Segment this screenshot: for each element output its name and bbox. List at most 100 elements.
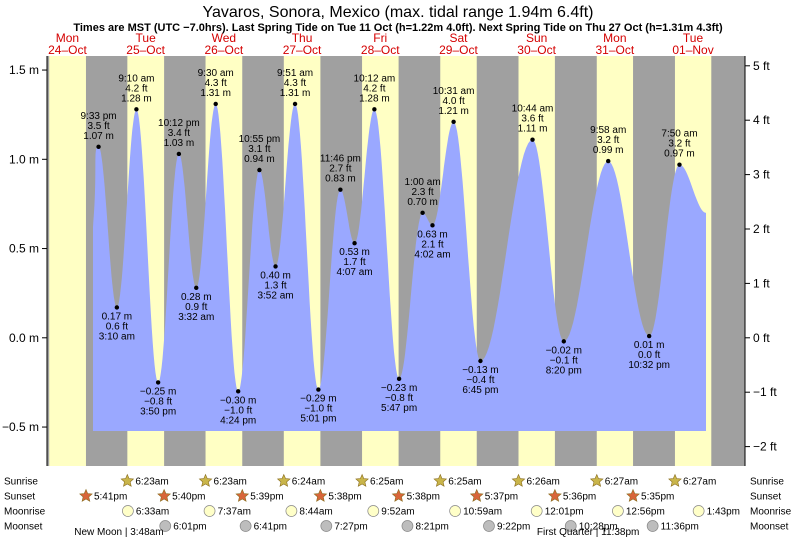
tide-label: 1.3 ft xyxy=(264,280,286,291)
tide-label: −0.23 m xyxy=(381,383,417,394)
tide-label: 0.94 m xyxy=(244,154,275,165)
tide-dot xyxy=(235,389,241,394)
tide-label: 1:00 am xyxy=(405,177,441,188)
moonrise-time: 12:01pm xyxy=(545,507,584,518)
tide-label: 0.99 m xyxy=(593,145,624,156)
tide-label: 0.63 m xyxy=(417,229,448,240)
right-tick-label-7: 5 ft xyxy=(753,59,770,73)
sunset-time: 5:35pm xyxy=(641,492,674,503)
moonset-time: 6:41pm xyxy=(254,522,287,533)
tide-label: 3.5 ft xyxy=(87,121,109,132)
left-tick-label-1: 0.0 m xyxy=(9,331,39,345)
tide-point-low: −0.23 m−0.8 ft5:47 pm xyxy=(381,376,417,414)
tide-point-high: 10:55 pm3.1 ft0.94 m xyxy=(239,134,280,173)
tide-dot xyxy=(530,137,535,142)
astro-row-label-left-0: Sunrise xyxy=(4,477,38,488)
moonset-time: 6:01pm xyxy=(173,522,206,533)
tide-dot xyxy=(257,167,262,173)
sunset-icon xyxy=(469,488,484,502)
sunset-time: 5:36pm xyxy=(563,492,596,503)
tide-dot xyxy=(677,162,682,167)
sunrise-icon xyxy=(120,473,135,487)
tide-label: 2.1 ft xyxy=(421,239,443,250)
tide-label: 0.6 ft xyxy=(106,321,128,332)
sunset-icon xyxy=(79,488,93,502)
tide-dot xyxy=(273,264,278,269)
tide-label: 9:10 am xyxy=(118,73,154,84)
day-name-7: Mon xyxy=(603,31,626,45)
day-date-1: 25–Oct xyxy=(126,43,165,57)
tide-label: 4.2 ft xyxy=(125,83,147,94)
tide-label: 1.31 m xyxy=(280,88,311,99)
sunset-time: 5:38pm xyxy=(407,492,440,503)
sunset-icon xyxy=(626,488,640,502)
tide-dot xyxy=(606,158,611,164)
right-axis-feet: −2 ft −1 ft 0 ft 1 ft 2 ft 3 ft 4 ft 5 ft xyxy=(744,56,777,466)
left-tick-label-2: 0.5 m xyxy=(9,242,39,256)
tide-label: 0.0 ft xyxy=(638,350,660,361)
day-date-2: 26–Oct xyxy=(204,43,243,57)
tide-dot xyxy=(478,358,483,364)
moonrise-icon xyxy=(203,505,216,517)
tide-label: 3.1 ft xyxy=(248,144,270,155)
sunset-time: 5:41pm xyxy=(94,492,127,503)
tide-label: −0.8 ft xyxy=(144,396,172,407)
moonrise-time: 1:43pm xyxy=(707,507,740,518)
day-date-8: 01–Nov xyxy=(672,43,713,57)
day-name-5: Sat xyxy=(449,31,468,45)
tide-label: 9:51 am xyxy=(277,68,313,79)
tide-dot xyxy=(451,119,456,125)
moonrise-icon xyxy=(612,505,624,517)
sunset-icon xyxy=(391,488,406,502)
right-tick-label-0: −2 ft xyxy=(753,440,777,454)
tide-label: 3:10 am xyxy=(99,331,135,342)
sunrise-time: 6:23am xyxy=(135,477,168,488)
moonset-icon xyxy=(401,520,414,532)
chart-title: Yavaros, Sonora, Mexico (max. tidal rang… xyxy=(203,4,594,21)
tide-label: 1.7 ft xyxy=(343,257,365,268)
moonrise-time: 10:59am xyxy=(463,507,502,518)
tide-label: 0.40 m xyxy=(260,270,291,281)
tide-point-low: 0.63 m2.1 ft4:02 am xyxy=(414,223,451,260)
moonrise-time: 6:33am xyxy=(136,507,169,518)
tide-label: −0.29 m xyxy=(300,394,336,405)
sunrise-icon xyxy=(589,473,604,487)
tide-label: 9:58 am xyxy=(590,125,626,136)
tide-dot xyxy=(114,305,120,310)
day-name-4: Fri xyxy=(373,31,387,45)
tide-label: −0.13 m xyxy=(462,365,498,376)
tide-label: 0.97 m xyxy=(664,149,695,160)
tide-label: −1.0 ft xyxy=(224,405,252,416)
tide-label: 1.21 m xyxy=(438,106,469,117)
tide-point-high: 11:46 pm2.7 ft0.83 m xyxy=(320,154,361,192)
tide-label: 3:50 pm xyxy=(140,406,176,417)
tide-label: 3.2 ft xyxy=(668,139,690,150)
sunrise-icon xyxy=(355,473,369,487)
tide-dot xyxy=(316,387,321,392)
tide-label: 2.7 ft xyxy=(329,164,351,175)
tide-point-low: 0.17 m0.6 ft3:10 am xyxy=(99,305,135,342)
tide-label: −1.0 ft xyxy=(304,404,332,415)
tide-label: 1.31 m xyxy=(200,88,231,99)
tide-label: 5:01 pm xyxy=(300,414,336,425)
tide-label: 0.01 m xyxy=(634,340,665,351)
moonset-icon xyxy=(320,520,333,532)
moonset-time: 7:27pm xyxy=(334,522,367,533)
moonrise-time: 8:44am xyxy=(299,507,332,518)
sunrise-icon xyxy=(668,473,682,487)
tide-label: −0.8 ft xyxy=(385,393,413,404)
tide-label: 10:31 am xyxy=(433,86,475,97)
tide-dot xyxy=(155,380,161,385)
tide-label: 10:12 am xyxy=(354,73,396,84)
tide-label: 8:20 pm xyxy=(546,365,582,376)
sunset-icon xyxy=(157,488,172,502)
tide-label: −0.1 ft xyxy=(550,355,578,366)
left-tick-label-3: 1.0 m xyxy=(9,152,39,166)
tide-area xyxy=(93,104,706,431)
tide-label: −0.4 ft xyxy=(466,375,494,386)
sunset-time: 5:38pm xyxy=(328,492,361,503)
right-tick-label-2: 0 ft xyxy=(753,331,770,345)
left-axis-meters: −0.5 m 0.0 m 0.5 m 1.0 m 1.5 m xyxy=(2,56,48,466)
tide-point-high: 9:10 am4.2 ft1.28 m xyxy=(118,73,154,112)
